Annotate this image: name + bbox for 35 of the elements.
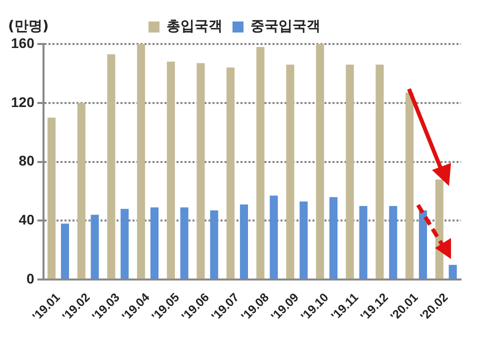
bar	[376, 64, 384, 279]
bar	[166, 62, 175, 279]
bar	[196, 63, 205, 279]
bar	[90, 214, 99, 279]
bar	[316, 44, 324, 279]
y-tick-label: 0	[26, 270, 35, 286]
y-tick-label: 40	[18, 212, 35, 228]
bar	[286, 64, 294, 279]
bar	[418, 210, 427, 279]
bar	[240, 204, 248, 279]
bar	[329, 197, 338, 279]
bar	[48, 118, 56, 279]
bar	[120, 208, 129, 279]
bar	[256, 46, 264, 279]
y-tick-label: 120	[11, 94, 35, 110]
y-tick-label: 160	[11, 34, 35, 51]
bar	[180, 207, 188, 279]
y-axis-title: (만명)	[8, 18, 49, 35]
bar	[226, 68, 235, 279]
bar	[77, 102, 86, 279]
bar	[448, 264, 457, 279]
bar	[107, 54, 116, 279]
bar	[346, 64, 354, 279]
legend-label: 중국입국객	[250, 18, 320, 35]
bar	[300, 202, 308, 279]
bar	[60, 224, 70, 279]
bar	[359, 206, 368, 279]
legend-label: 총입국객	[166, 18, 222, 35]
bar	[150, 207, 159, 279]
bar	[270, 196, 278, 279]
bar	[406, 92, 414, 279]
bar	[210, 210, 218, 279]
y-tick-label: 80	[18, 152, 35, 169]
bar	[137, 44, 146, 279]
bar	[389, 206, 398, 279]
